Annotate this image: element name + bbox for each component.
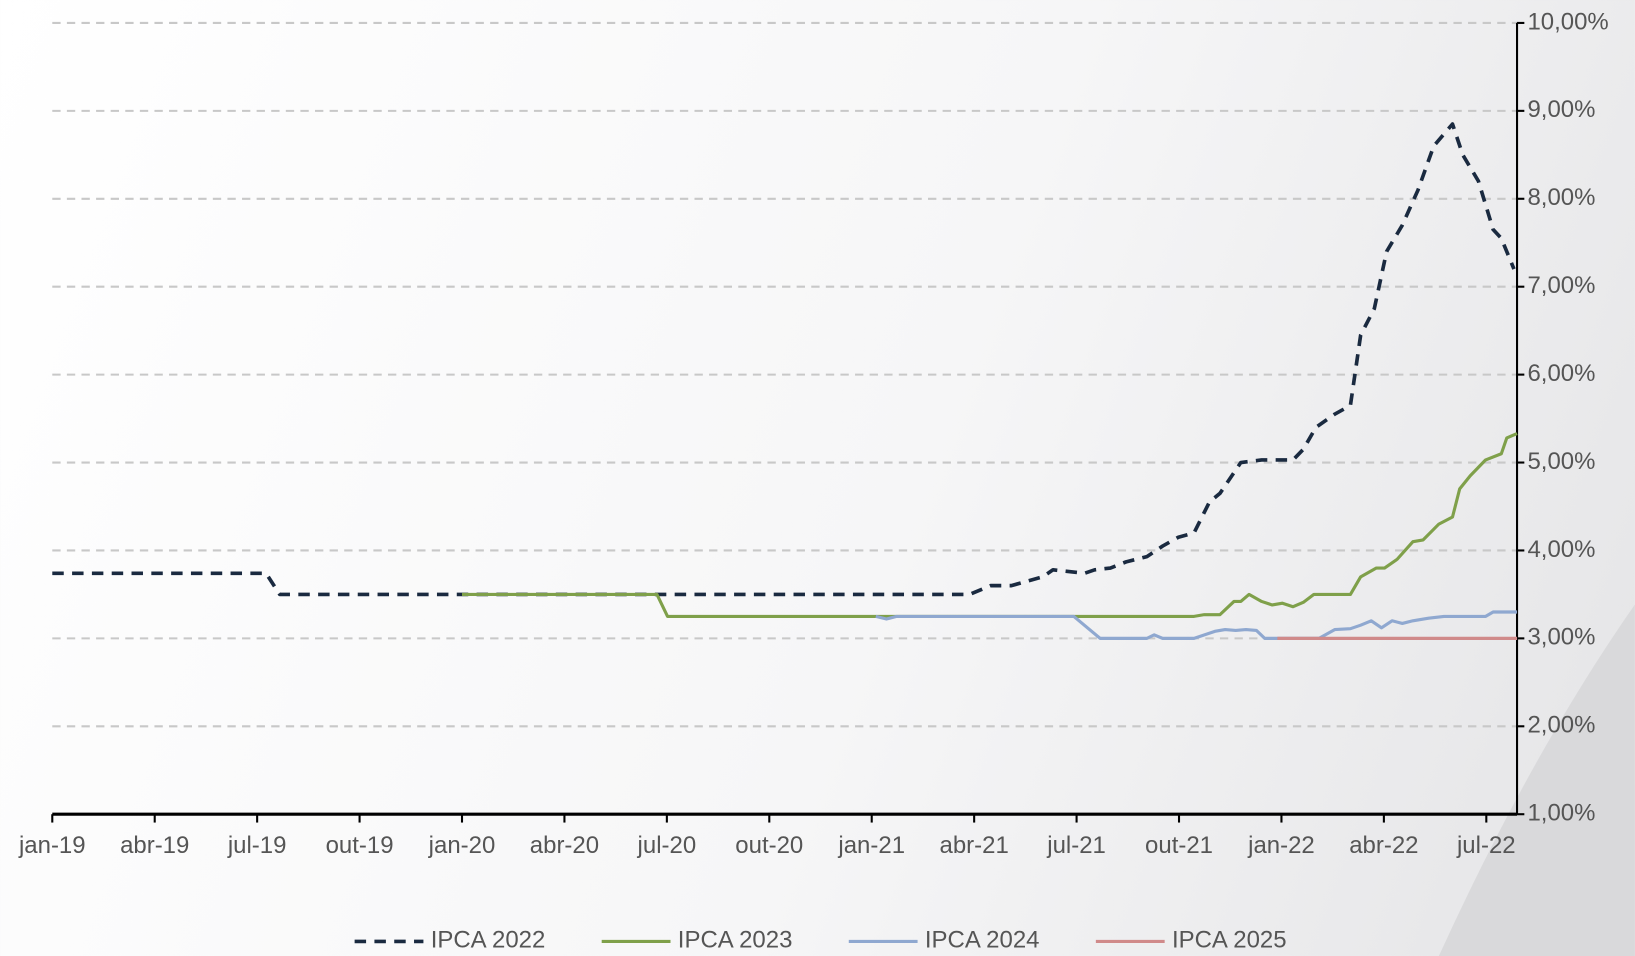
x-tick-label: abr-20 [530,832,599,859]
legend-label: IPCA 2022 [431,927,546,954]
x-tick-label: jan-21 [837,832,905,859]
x-tick-label: abr-19 [120,832,189,859]
legend-label: IPCA 2024 [925,927,1040,954]
x-tick-label: out-19 [326,832,394,859]
series-line [462,432,1518,618]
x-tick-label: out-20 [735,832,803,859]
series-line [52,122,1516,597]
y-tick-label: 3,00% [1527,624,1595,651]
series-line [875,610,1518,640]
y-tick-label: 8,00% [1527,184,1595,211]
x-tick-label: jul-20 [637,832,697,859]
y-tick-label: 2,00% [1527,712,1595,739]
y-tick-label: 1,00% [1527,800,1595,827]
y-tick-label: 6,00% [1527,360,1595,387]
legend-label: IPCA 2023 [678,927,793,954]
x-tick-label: jan-20 [428,832,496,859]
y-tick-label: 9,00% [1527,96,1595,123]
y-tick-label: 7,00% [1527,272,1595,299]
x-tick-label: jul-19 [227,832,287,859]
x-tick-label: out-21 [1145,832,1213,859]
x-tick-label: jan-19 [18,832,86,859]
x-tick-label: abr-21 [940,832,1009,859]
x-tick-label: jan-22 [1247,832,1315,859]
y-tick-label: 4,00% [1527,536,1595,563]
y-tick-label: 5,00% [1527,448,1595,475]
decoration [1438,604,1635,956]
x-tick-label: jul-22 [1456,832,1516,859]
x-tick-label: jul-21 [1046,832,1106,859]
y-tick-label: 10,00% [1527,8,1608,35]
x-tick-label: abr-22 [1349,832,1418,859]
legend-label: IPCA 2025 [1172,927,1287,954]
